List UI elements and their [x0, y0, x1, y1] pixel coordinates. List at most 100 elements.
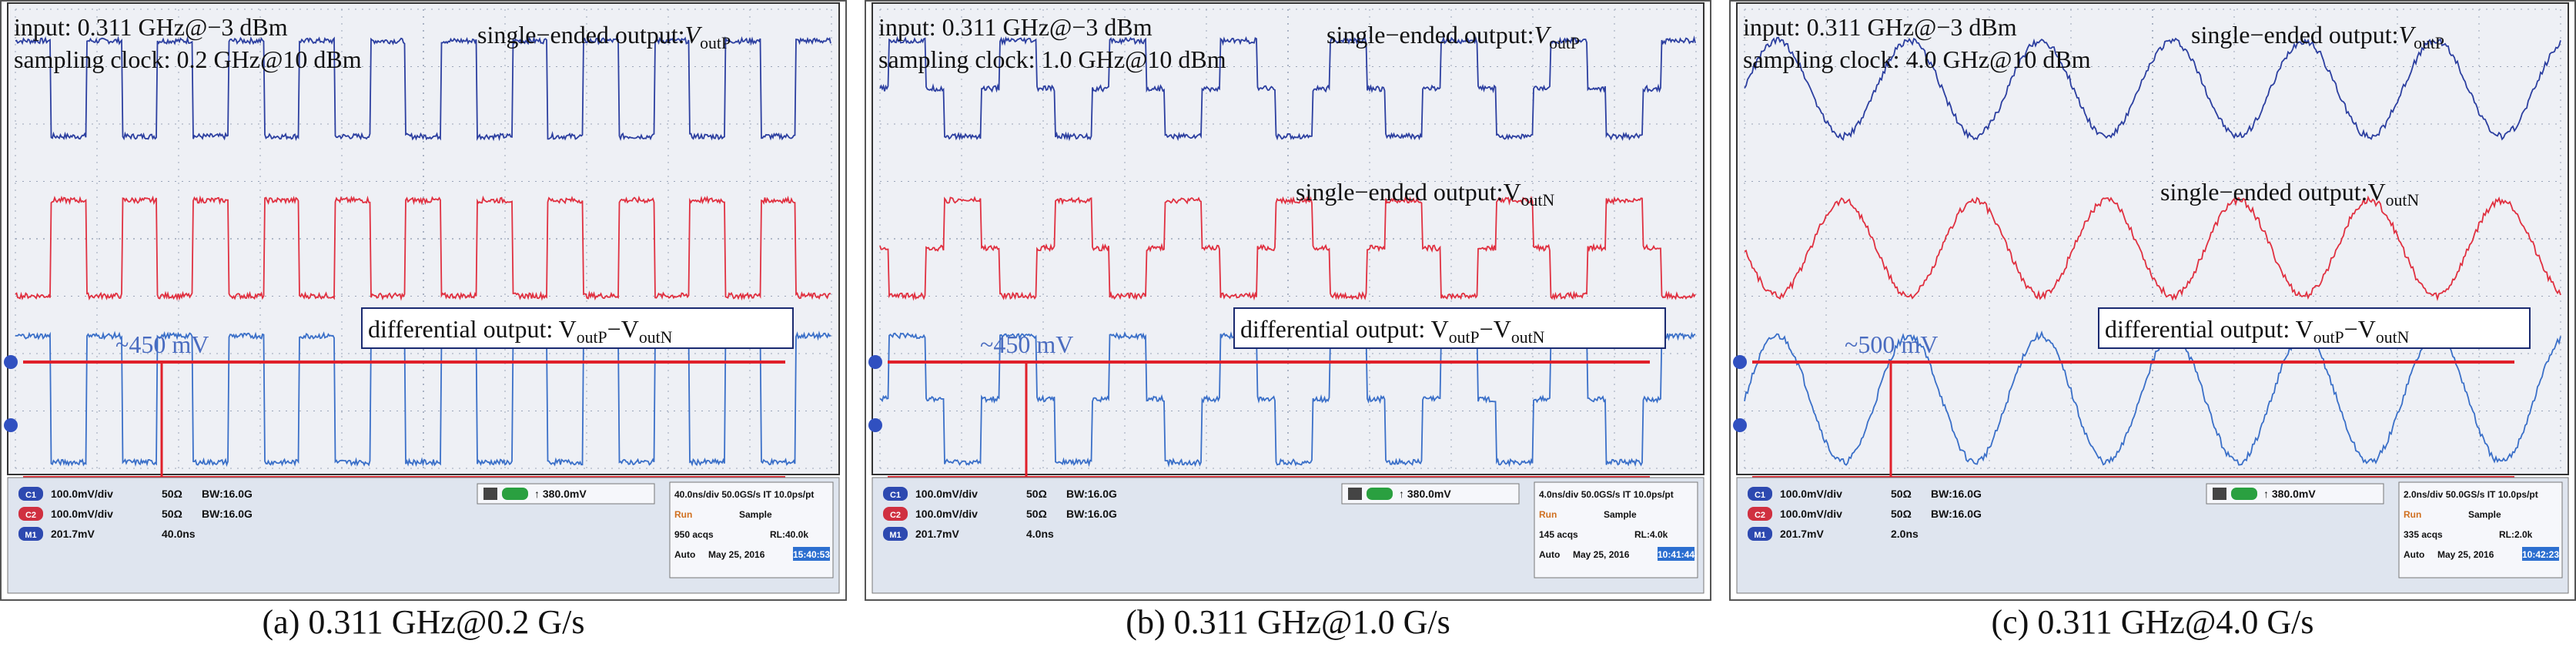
panel-caption: (b) 0.311 GHz@1.0 G/s [1126, 603, 1450, 641]
ch1-badge [18, 487, 43, 501]
trigger-source-icon [2213, 488, 2226, 500]
ch2-badge [1748, 507, 1772, 521]
m1-time: 2.0ns [1891, 528, 1919, 540]
panel-a: input: 0.311 GHz@−3 dBm sampling clock: 0… [0, 0, 847, 664]
ch2-badge [18, 507, 43, 521]
ch1-badge [883, 487, 908, 501]
trigger-level: ↑ 380.0mV [1399, 488, 1451, 500]
scope-status-bar: C1 C2 M1 100.0mV/div 50Ω BW:16.0G 100.0mV/div 5… [871, 477, 1705, 594]
differential-annotation: differential output: VoutP−VoutN [1240, 315, 1545, 347]
acquisition-mode: Sample [2468, 509, 2501, 520]
trigger-channel-badge [1367, 488, 1393, 500]
ch1-scale: 100.0mV/div [915, 488, 978, 500]
ch2-scale: 100.0mV/div [915, 508, 978, 520]
oscilloscope-screen: input: 0.311 GHz@−3 dBm sampling clock: 4… [1729, 0, 2576, 601]
timestamp-time: 10:42:23 [2522, 549, 2559, 560]
trigger-level: ↑ 380.0mV [2263, 488, 2316, 500]
panel-caption: (c) 0.311 GHz@4.0 G/s [1991, 603, 2314, 641]
m1-badge-label: M1 [889, 531, 901, 540]
ch2-scale: 100.0mV/div [1780, 508, 1842, 520]
timestamp-time: 15:40:53 [793, 549, 830, 560]
trigger-channel-badge [2231, 488, 2257, 500]
run-state: Run [674, 509, 692, 520]
ch2-badge-label: C2 [1755, 511, 1765, 520]
oscilloscope-screen: input: 0.311 GHz@−3 dBm sampling clock: 0… [0, 0, 847, 601]
voutn-annotation: single−ended output:VoutN [1296, 178, 1554, 210]
input-annotation: input: 0.311 GHz@−3 dBm [1743, 13, 2017, 41]
acquisition-count: 335 acqs [2404, 529, 2443, 540]
trigger-mode: Auto [674, 549, 695, 560]
timebase-readout: 4.0ns/div 50.0GS/s IT 10.0ps/pt [1539, 489, 1674, 500]
input-annotation: input: 0.311 GHz@−3 dBm [14, 13, 288, 41]
ch1-bandwidth: BW:16.0G [1066, 488, 1117, 500]
clock-annotation: sampling clock: 4.0 GHz@10 dBm [1743, 45, 2091, 73]
panel-c: input: 0.311 GHz@−3 dBm sampling clock: 4… [1729, 0, 2576, 664]
voutp-annotation: single−ended output:VoutP [477, 21, 731, 52]
ch1-impedance: 50Ω [1891, 488, 1912, 500]
acquisition-count: 145 acqs [1539, 529, 1578, 540]
channel-marker-icon [868, 418, 882, 432]
timebase-box [2398, 481, 2563, 578]
graticule [15, 8, 832, 469]
timestamp-time-bg [793, 547, 830, 561]
graticule [1744, 8, 2561, 469]
m1-scale: 201.7mV [915, 528, 959, 540]
m1-scale: 201.7mV [1780, 528, 1824, 540]
ch2-badge-label: C2 [890, 511, 901, 520]
trigger-level: ↑ 380.0mV [534, 488, 587, 500]
voutn-annotation: single−ended output:VoutN [2160, 178, 2419, 210]
m1-badge-label: M1 [1754, 531, 1765, 540]
ch1-badge-label: C1 [25, 491, 36, 500]
voutp-trace [1744, 36, 2561, 142]
ch1-badge-label: C1 [1755, 491, 1765, 500]
timebase-readout: 2.0ns/div 50.0GS/s IT 10.0ps/pt [2404, 489, 2538, 500]
acquisition-mode: Sample [1604, 509, 1637, 520]
voutp-trace [15, 35, 831, 142]
timebase-box [1534, 481, 1698, 578]
differential-annotation: differential output: VoutP−VoutN [368, 315, 673, 347]
ch1-impedance: 50Ω [162, 488, 182, 500]
record-length: RL:40.0k [770, 529, 808, 540]
voutn-trace [879, 196, 1696, 301]
differential-label-box [1233, 307, 1666, 349]
ch1-scale: 100.0mV/div [51, 488, 113, 500]
differential-label-box [361, 307, 794, 349]
timestamp-date: May 25, 2016 [2437, 549, 2494, 560]
voutp-annotation: single−ended output:VoutP [2191, 21, 2444, 52]
acquisition-mode: Sample [739, 509, 772, 520]
voutn-trace [1744, 195, 2561, 301]
voutp-trace [879, 35, 1696, 142]
oscilloscope-screen: input: 0.311 GHz@−3 dBm sampling clock: 1… [865, 0, 1711, 601]
voutn-trace [15, 195, 831, 301]
panel-b: input: 0.311 GHz@−3 dBm sampling clock: 1… [865, 0, 1711, 664]
channel-marker-icon [1733, 418, 1747, 432]
ch2-impedance: 50Ω [1026, 508, 1047, 520]
ch2-bandwidth: BW:16.0G [1931, 508, 1982, 520]
voutp-annotation: single−ended output:VoutP [1326, 21, 1580, 52]
m1-badge [1748, 527, 1772, 541]
run-state: Run [2404, 509, 2421, 520]
timestamp-time: 10:41:44 [1658, 549, 1694, 560]
channel-marker-icon [4, 355, 18, 369]
ch2-scale: 100.0mV/div [51, 508, 113, 520]
ch1-impedance: 50Ω [1026, 488, 1047, 500]
acquisition-count: 950 acqs [674, 529, 714, 540]
m1-badge-label: M1 [25, 531, 36, 540]
timestamp-time-bg [2522, 547, 2559, 561]
ch1-bandwidth: BW:16.0G [202, 488, 253, 500]
panel-caption: (a) 0.311 GHz@0.2 G/s [262, 603, 585, 641]
ch2-bandwidth: BW:16.0G [202, 508, 253, 520]
scope-status-bar: C1 C2 M1 100.0mV/div 50Ω BW:16.0G 100.0mV/div 5… [7, 477, 840, 594]
trigger-mode: Auto [2404, 549, 2424, 560]
m1-badge [18, 527, 43, 541]
ch1-scale: 100.0mV/div [1780, 488, 1842, 500]
amplitude-label: ~450 mV [980, 330, 1073, 358]
run-state: Run [1539, 509, 1557, 520]
differential-trace [15, 330, 831, 468]
differential-annotation: differential output: VoutP−VoutN [2105, 315, 2410, 347]
record-length: RL:2.0k [2499, 529, 2533, 540]
trigger-mode: Auto [1539, 549, 1560, 560]
ch2-bandwidth: BW:16.0G [1066, 508, 1117, 520]
differential-label-box [2098, 307, 2531, 349]
m1-badge [883, 527, 908, 541]
